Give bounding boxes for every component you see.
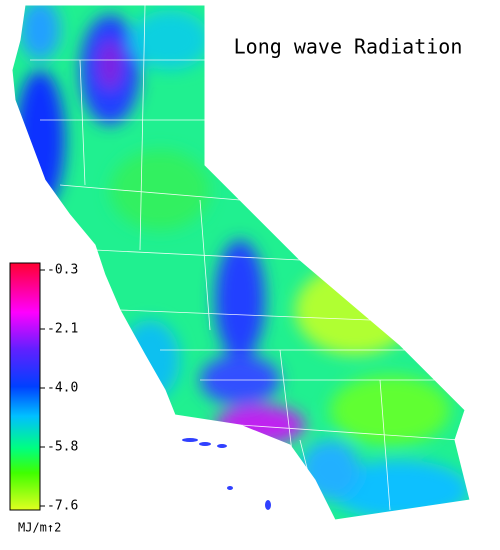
- state-border: [11, 4, 471, 521]
- tick-label: -0.3: [47, 263, 78, 278]
- islands: [182, 438, 271, 510]
- tick-label: -2.1: [47, 322, 78, 337]
- colorbar-ticks: -0.3 -2.1 -4.0 -5.8 -7.6: [40, 263, 78, 514]
- tick-label: -5.8: [47, 440, 78, 455]
- colorbar-unit: MJ/m↑2: [18, 521, 61, 535]
- map-title: Long wave Radiation: [234, 35, 463, 59]
- tick-label: -7.6: [47, 499, 78, 514]
- colorbar: [9, 262, 41, 511]
- tick-label: -4.0: [47, 381, 78, 396]
